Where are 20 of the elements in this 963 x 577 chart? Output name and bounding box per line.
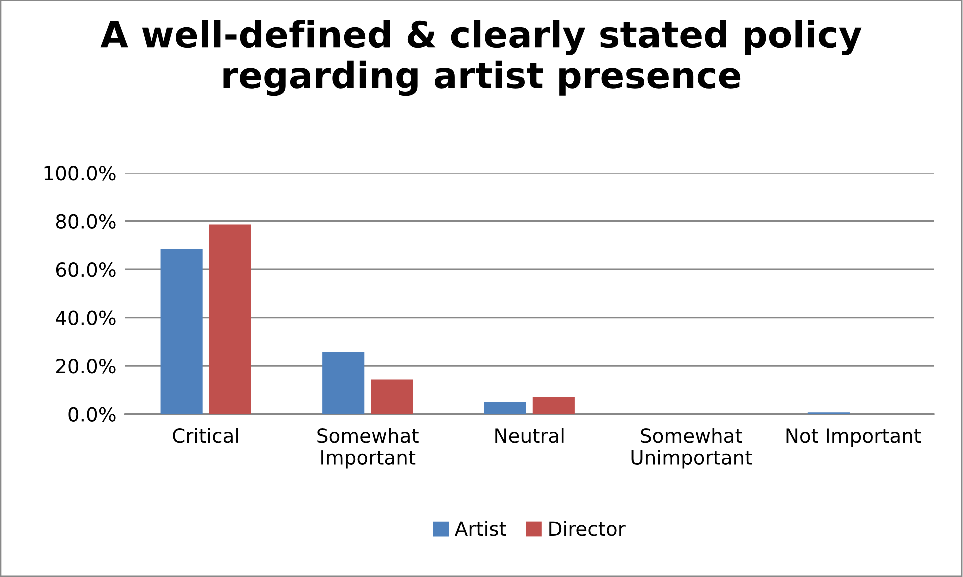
bar xyxy=(209,224,252,414)
y-tick-label: 60.0% xyxy=(56,262,116,278)
bar xyxy=(160,250,203,414)
y-tick-label: 40.0% xyxy=(56,310,116,326)
y-tick-label: 80.0% xyxy=(56,214,116,229)
legend-label: Director xyxy=(550,521,626,536)
bar xyxy=(322,352,365,414)
y-tick-label: 100.0% xyxy=(44,166,116,181)
x-tick-label: Not Important xyxy=(786,428,922,447)
bar xyxy=(371,380,414,414)
x-tick-label: Critical xyxy=(173,428,238,444)
bar xyxy=(532,397,575,414)
x-tick-label: Somewhat Important xyxy=(318,428,419,469)
x-tick-label: Somewhat Unimportant xyxy=(632,428,752,469)
legend-label: Artist xyxy=(454,521,506,536)
y-tick-label: 0.0% xyxy=(68,407,116,422)
chart-title: A well-defined & clearly stated policy regarding artist presence xyxy=(100,20,862,96)
y-tick-label: 20.0% xyxy=(56,359,116,374)
x-tick-label: Neutral xyxy=(496,428,564,444)
bar xyxy=(484,402,526,414)
